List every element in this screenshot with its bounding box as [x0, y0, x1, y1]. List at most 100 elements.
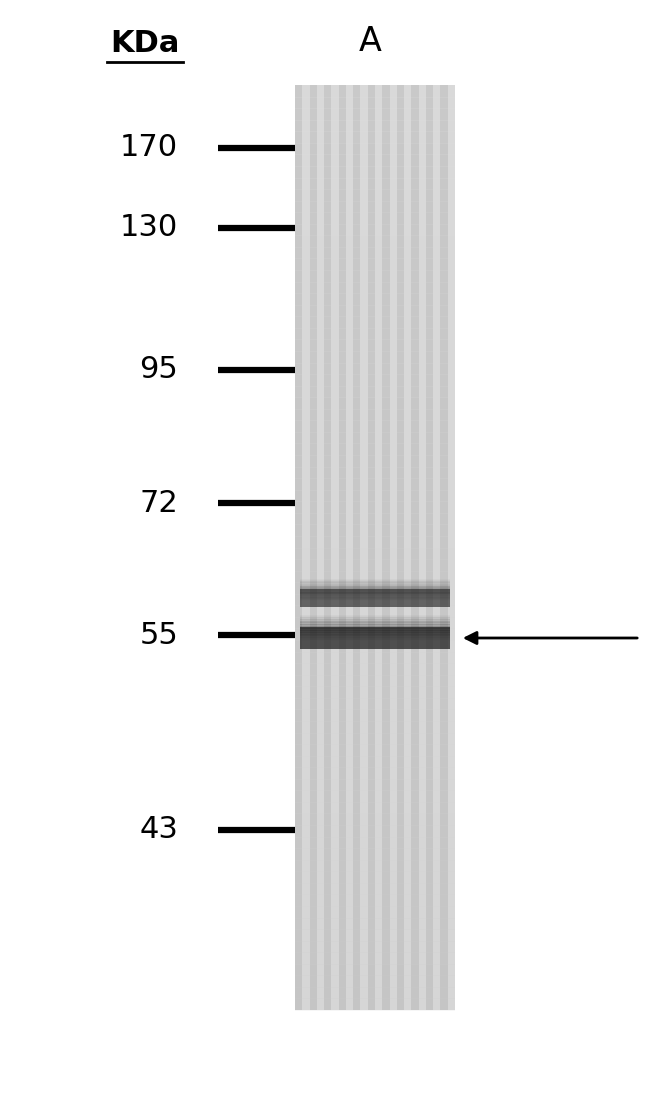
Bar	[300, 591, 450, 592]
Bar	[300, 592, 450, 595]
Bar	[295, 848, 455, 860]
Bar	[396, 85, 404, 1010]
Bar	[300, 590, 450, 592]
Bar	[295, 768, 455, 780]
Bar	[300, 627, 450, 649]
Text: 72: 72	[139, 489, 178, 517]
Bar	[295, 629, 455, 641]
Bar	[295, 178, 455, 190]
Bar	[300, 592, 450, 593]
Bar	[404, 85, 411, 1010]
Bar	[300, 589, 450, 590]
Bar	[300, 586, 450, 587]
Bar	[300, 630, 450, 631]
Bar	[300, 589, 450, 607]
Bar	[300, 579, 450, 580]
Bar	[295, 941, 455, 953]
Bar	[300, 595, 450, 597]
Bar	[295, 593, 455, 607]
Bar	[419, 85, 426, 1010]
Bar	[300, 619, 450, 621]
Bar	[295, 293, 455, 306]
Bar	[300, 581, 450, 582]
Bar	[300, 621, 450, 623]
Bar	[295, 652, 455, 664]
Bar	[295, 871, 455, 884]
Bar	[295, 304, 455, 318]
Bar	[300, 586, 450, 587]
Bar	[300, 596, 450, 597]
Bar	[300, 599, 450, 600]
Bar	[295, 120, 455, 132]
Bar	[300, 622, 450, 624]
Bar	[295, 918, 455, 930]
Bar	[426, 85, 433, 1010]
Bar	[300, 629, 450, 630]
Bar	[295, 456, 455, 468]
Bar	[389, 85, 396, 1010]
Bar	[300, 590, 450, 591]
Text: A: A	[359, 25, 382, 58]
Bar	[295, 363, 455, 375]
Bar	[300, 630, 450, 632]
Bar	[300, 633, 450, 634]
Bar	[300, 596, 450, 598]
Bar	[300, 629, 450, 631]
Bar	[300, 588, 450, 590]
Bar	[295, 732, 455, 745]
Bar	[295, 328, 455, 341]
Bar	[300, 583, 450, 585]
Bar	[295, 859, 455, 872]
Bar	[300, 627, 450, 629]
Bar	[324, 85, 332, 1010]
Bar	[295, 247, 455, 259]
Bar	[295, 432, 455, 445]
Bar	[295, 374, 455, 387]
Bar	[368, 85, 375, 1010]
Bar	[295, 882, 455, 896]
Bar	[309, 85, 317, 1010]
Bar	[295, 895, 455, 907]
Bar	[300, 633, 450, 635]
Bar	[300, 588, 450, 589]
Bar	[300, 582, 450, 583]
Bar	[295, 721, 455, 733]
Text: 170: 170	[120, 133, 178, 162]
Bar	[295, 756, 455, 768]
Bar	[300, 599, 450, 601]
Bar	[295, 85, 455, 97]
Bar	[295, 802, 455, 814]
Bar	[295, 836, 455, 849]
Bar	[300, 578, 450, 579]
Bar	[300, 619, 450, 620]
Bar	[375, 85, 382, 1010]
Bar	[317, 85, 324, 1010]
Bar	[300, 638, 450, 639]
Bar	[295, 952, 455, 965]
Bar	[300, 624, 450, 625]
Bar	[300, 615, 450, 617]
Bar	[353, 85, 361, 1010]
Bar	[300, 585, 450, 586]
Bar	[295, 270, 455, 282]
Bar	[300, 588, 450, 589]
Bar	[300, 631, 450, 632]
Bar	[295, 409, 455, 421]
Bar	[300, 628, 450, 630]
Bar	[295, 478, 455, 491]
Bar	[300, 620, 450, 621]
Bar	[300, 617, 450, 619]
Bar	[295, 201, 455, 213]
Bar	[300, 636, 450, 638]
Bar	[300, 593, 450, 596]
Bar	[300, 589, 450, 591]
Bar	[295, 547, 455, 560]
Bar	[295, 813, 455, 826]
Text: 130: 130	[120, 214, 178, 243]
Bar	[295, 606, 455, 618]
Bar	[300, 618, 450, 620]
Bar	[302, 85, 309, 1010]
Bar	[295, 663, 455, 676]
Bar	[300, 591, 450, 593]
Bar	[411, 85, 419, 1010]
